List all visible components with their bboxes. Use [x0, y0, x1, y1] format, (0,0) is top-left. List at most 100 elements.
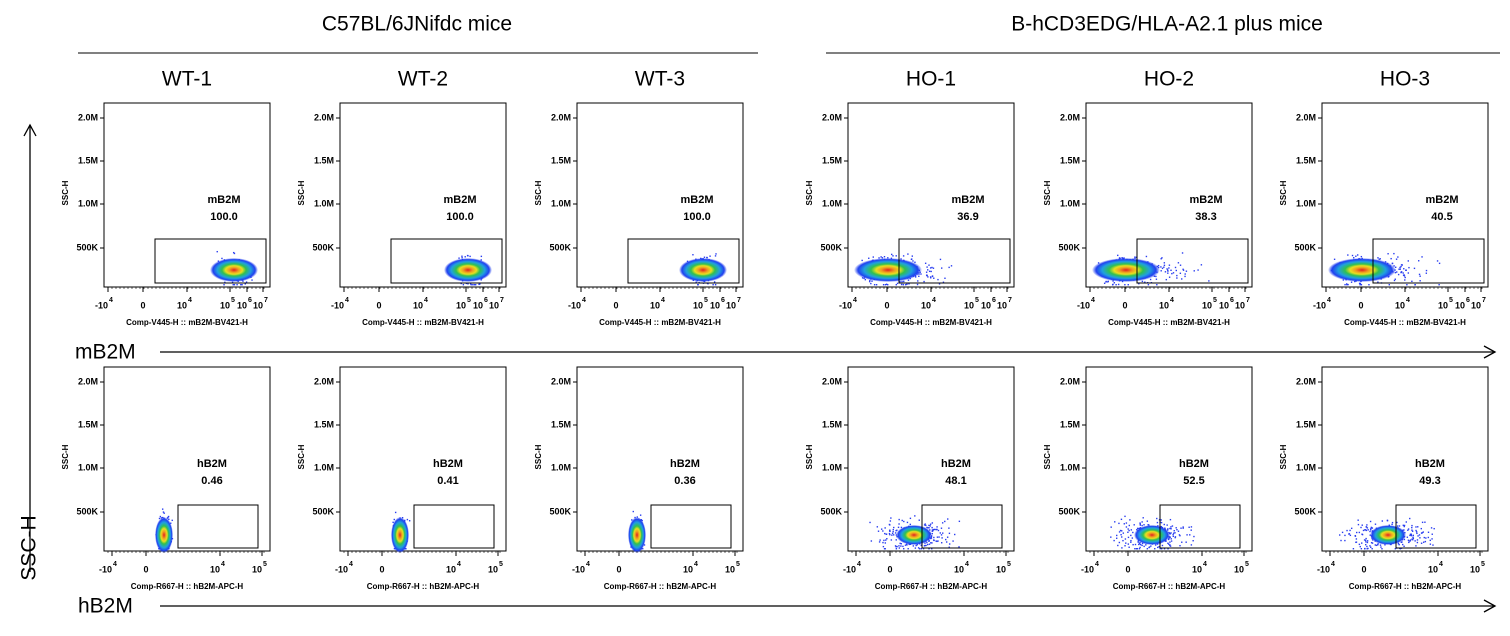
plot-frame [576, 366, 744, 552]
event-dot [1419, 275, 1421, 277]
event-dot [1139, 522, 1141, 524]
event-dot [1416, 539, 1419, 541]
y-tick-label: 500K [549, 506, 571, 516]
event-dot [1141, 280, 1144, 283]
event-dot [643, 544, 646, 546]
event-dot [927, 543, 929, 546]
event-dot [923, 524, 926, 526]
event-dot [1406, 284, 1408, 286]
event-dot [709, 255, 711, 257]
event-dot [232, 251, 235, 254]
y-tick-label: 1.5M [1060, 419, 1080, 429]
event-dot [948, 546, 950, 548]
event-dot [401, 517, 404, 519]
event-dot [932, 267, 935, 269]
event-dot [920, 544, 922, 546]
event-dot [925, 524, 927, 527]
event-dot [894, 545, 897, 547]
event-dot [900, 543, 902, 545]
event-dot [1371, 548, 1373, 550]
event-dot [928, 264, 930, 266]
event-dot [1338, 534, 1341, 536]
event-dot [1110, 536, 1112, 538]
event-dot [1137, 541, 1139, 543]
event-dot [885, 283, 888, 285]
x-tick-exp: 7 [1246, 297, 1250, 304]
y-tick-label: 500K [549, 242, 571, 252]
x-tick-label: 0 [616, 564, 621, 574]
plot-y-label: SSC-H [61, 444, 70, 469]
event-dot [1360, 255, 1363, 258]
plot-y-label: SSC-H [534, 444, 543, 469]
x-tick-label: 10 [1471, 300, 1481, 310]
x-tick-label: 10 [252, 564, 262, 574]
event-dot [1118, 541, 1121, 544]
event-dot [242, 280, 244, 282]
event-dot [1357, 519, 1359, 521]
x-tick-exp: 4 [424, 297, 428, 304]
event-dot [1130, 541, 1132, 543]
y-tick-label: 2.0M [1296, 376, 1316, 386]
event-dot [870, 282, 872, 285]
event-dot [1394, 548, 1397, 550]
event-dot [938, 536, 940, 538]
event-dot [890, 539, 893, 541]
event-dot [938, 283, 941, 285]
event-dot [1391, 523, 1393, 526]
event-dot [1359, 284, 1361, 286]
x-axis-label: Comp-V445-H :: mB2M-BV421-H [1344, 318, 1466, 327]
event-dot [1418, 260, 1420, 262]
x-tick-label: 10 [954, 564, 964, 574]
event-dot [929, 529, 931, 531]
event-dot [715, 253, 717, 255]
event-dot [941, 542, 943, 544]
event-dot [892, 534, 895, 536]
event-dot [1188, 526, 1190, 528]
gate [921, 504, 1003, 549]
event-dot [892, 255, 894, 257]
event-dot [1170, 526, 1172, 528]
event-dot [1377, 281, 1379, 283]
event-dot [1427, 531, 1430, 533]
gate-percent: 100.0 [446, 211, 474, 223]
event-dot [884, 542, 887, 544]
x-tick-label: 10 [1234, 564, 1244, 574]
event-dot [1409, 534, 1411, 537]
plot-y-label: SSC-H [1279, 444, 1288, 469]
x-tick-exp: 5 [231, 297, 235, 304]
x-tick-exp: 7 [500, 297, 504, 304]
event-dot [1344, 534, 1346, 537]
event-dot [1361, 542, 1363, 544]
event-dot [1427, 536, 1430, 539]
y-tick-label: 1.5M [1060, 155, 1080, 165]
density-core [1092, 258, 1160, 282]
event-dot [873, 284, 876, 286]
event-dot [933, 536, 935, 539]
event-dot [1128, 524, 1130, 527]
event-dot [1423, 536, 1425, 539]
event-dot [1167, 542, 1169, 544]
event-dot [1412, 534, 1414, 537]
event-dot [1414, 540, 1416, 542]
event-dot [461, 255, 463, 257]
event-dot [1148, 524, 1150, 526]
event-dot [1393, 265, 1395, 267]
event-dot [158, 517, 161, 520]
event-dot [890, 517, 892, 519]
x-tick-exp: 4 [1439, 561, 1443, 568]
event-dot [889, 533, 891, 536]
density-core [1134, 525, 1170, 545]
event-dot [1168, 537, 1170, 540]
event-dot [1419, 537, 1421, 539]
event-dot [1364, 529, 1366, 531]
column-label: HO-2 [1144, 68, 1194, 91]
gate [898, 238, 1011, 284]
event-dot [1113, 282, 1116, 284]
x-tick-label: 10 [253, 300, 263, 310]
event-dot [1171, 525, 1174, 527]
event-dot [1367, 529, 1369, 531]
event-dot [1141, 524, 1143, 527]
event-dot [697, 284, 699, 286]
